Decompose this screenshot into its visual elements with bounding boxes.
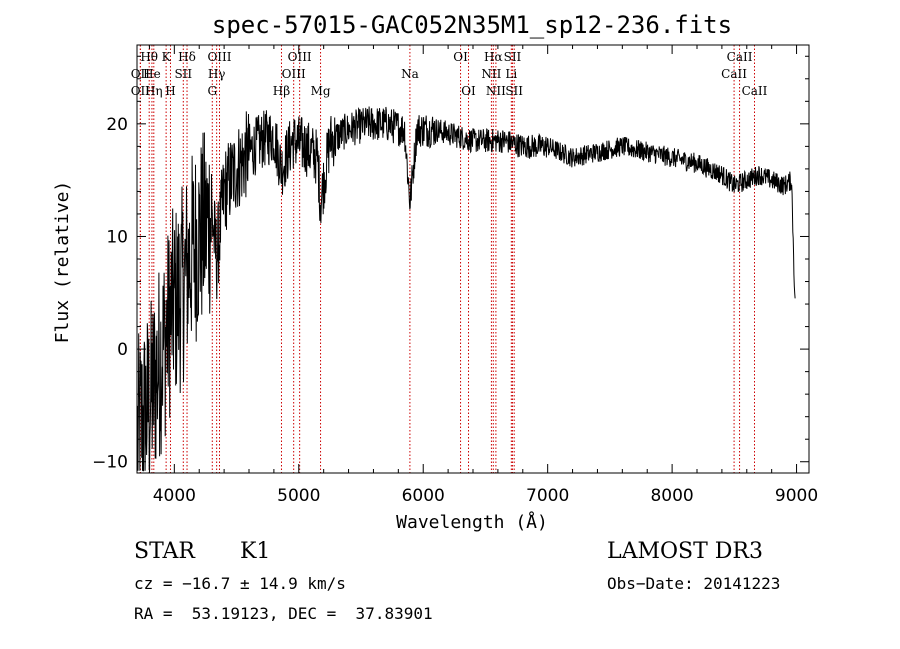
spectral-line-label: CaII — [727, 50, 753, 64]
spectral-line-label: CaII — [742, 84, 768, 98]
spectral-line-label: OIII — [207, 50, 231, 64]
spectral-line-label: OII — [131, 67, 151, 81]
spectral-line-label: He — [143, 67, 161, 81]
x-tick-label: 9000 — [775, 486, 818, 506]
x-tick-label: 4000 — [153, 486, 196, 506]
survey-name: LAMOST DR3 — [607, 539, 763, 564]
axis-ticks: 4000 5000 6000 7000 8000 9000 −10 0 10 20 — [92, 45, 818, 506]
x-tick-label: 8000 — [650, 486, 693, 506]
spectrum-line — [137, 106, 796, 472]
spectral-line-label: Hη — [145, 84, 163, 98]
spectral-line-label: H — [165, 84, 175, 98]
spectral-line-label: Hδ — [178, 50, 196, 64]
spectral-line-label: Hγ — [208, 67, 226, 81]
object-class: STAR — [134, 539, 195, 564]
y-tick-label: 20 — [106, 115, 128, 135]
spectral-line-label: SII — [504, 50, 522, 64]
spectral-line-label: Hβ — [273, 84, 290, 98]
spectral-line-label: SII — [174, 67, 192, 81]
spectral-line-label: CaII — [721, 67, 747, 81]
spectral-line-label: Hα — [484, 50, 503, 64]
spectral-line-label: NII — [481, 67, 501, 81]
spectral-line-label: K — [162, 50, 172, 64]
spectral-line-label: Li — [505, 67, 517, 81]
spectral-line-label: OIII — [288, 50, 312, 64]
spectral-line-label: OII — [131, 84, 151, 98]
redshift-velocity: cz = −16.7 ± 14.9 km/s — [134, 574, 346, 593]
x-tick-label: 5000 — [277, 486, 320, 506]
spectral-line-label: OI — [453, 50, 468, 64]
y-tick-label: 10 — [106, 227, 128, 247]
chart-title: spec-57015-GAC052N35M1_sp12-236.fits — [212, 11, 732, 39]
y-axis-label: Flux (relative) — [52, 181, 73, 344]
y-tick-label: −10 — [92, 453, 128, 473]
spectral-line-label: G — [207, 84, 217, 98]
x-tick-label: 6000 — [402, 486, 445, 506]
spectral-line-label: Mg — [311, 84, 331, 98]
spectral-line-markers — [139, 45, 755, 473]
spectral-line-label: Na — [401, 67, 419, 81]
spectrum-series — [137, 106, 796, 472]
object-subclass: K1 — [240, 539, 271, 564]
spectral-line-label: Hθ — [140, 50, 158, 64]
plot-frame — [136, 44, 810, 474]
coordinates: RA = 53.19123, DEC = 37.83901 — [134, 604, 433, 623]
observation-date: Obs−Date: 20141223 — [607, 574, 781, 593]
spectral-line-label: NII — [486, 84, 506, 98]
y-tick-label: 0 — [117, 340, 128, 360]
x-tick-label: 7000 — [526, 486, 569, 506]
spectral-line-label: SII — [505, 84, 523, 98]
x-axis-label: Wavelength (Å) — [396, 511, 548, 533]
spectral-line-label: OI — [461, 84, 476, 98]
spectral-line-label: OIII — [282, 67, 306, 81]
